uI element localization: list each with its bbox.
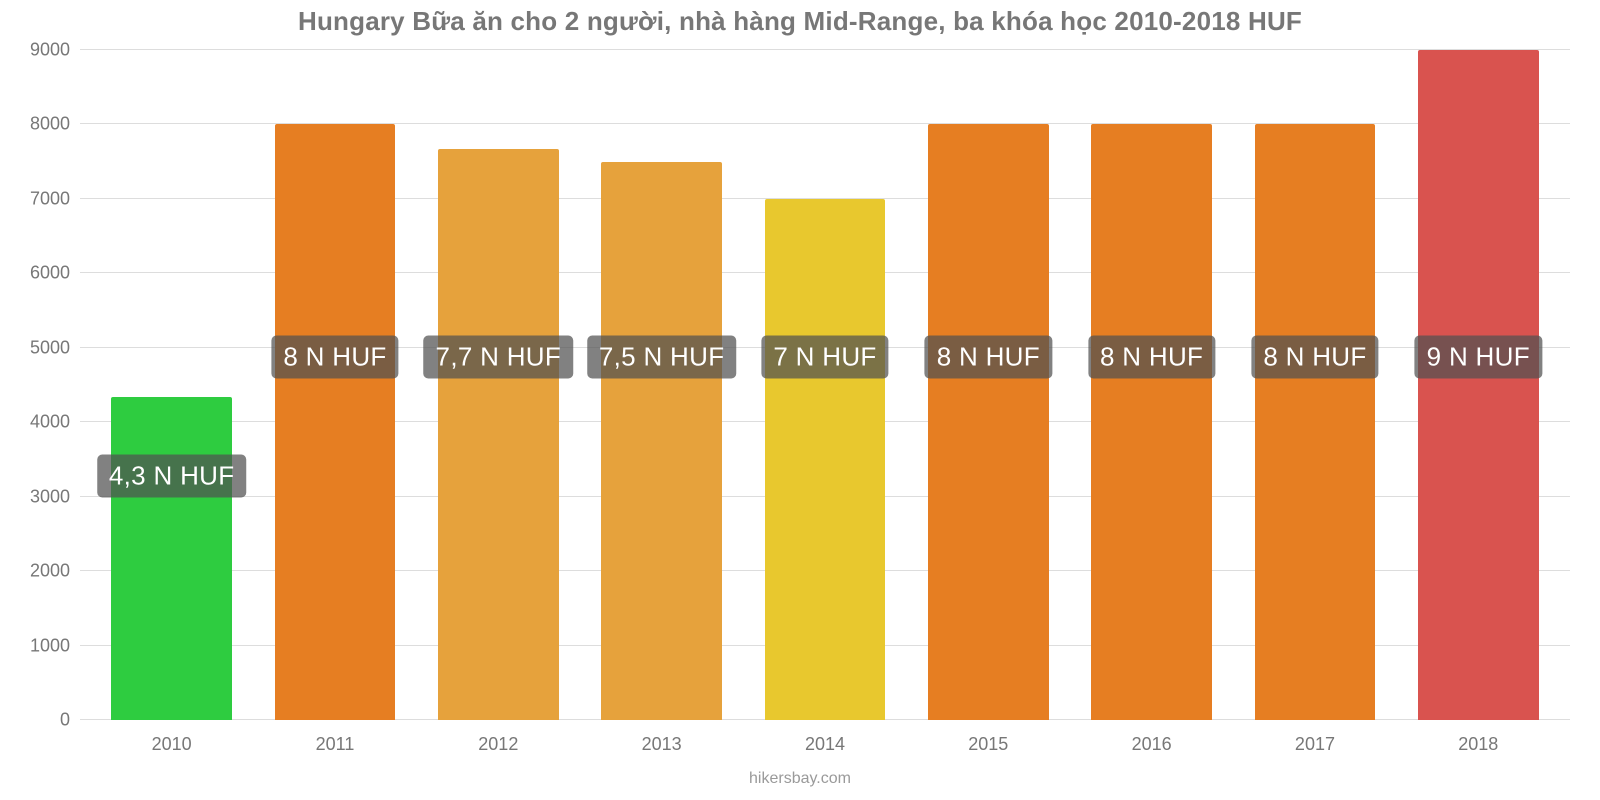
x-tick-label: 2013 [642, 720, 682, 755]
x-tick-label: 2015 [968, 720, 1008, 755]
bar [438, 149, 559, 720]
y-tick-label: 7000 [30, 188, 80, 209]
bar [765, 199, 886, 720]
y-tick-label: 2000 [30, 561, 80, 582]
x-tick-label: 2014 [805, 720, 845, 755]
bar-value-label: 7,7 N HUF [424, 335, 574, 378]
bar-slot: 8 N HUF2017 [1233, 50, 1396, 720]
bar-value-label: 8 N HUF [925, 335, 1052, 378]
x-tick-label: 2018 [1458, 720, 1498, 755]
bar [1418, 50, 1539, 720]
bar-value-label: 4,3 N HUF [97, 455, 247, 498]
bar [1091, 124, 1212, 720]
credit-text: hikersbay.com [749, 770, 851, 788]
y-tick-label: 9000 [30, 40, 80, 61]
x-tick-label: 2016 [1132, 720, 1172, 755]
x-tick-label: 2010 [152, 720, 192, 755]
bar-value-label: 8 N HUF [1251, 335, 1378, 378]
chart-title: Hungary Bữa ăn cho 2 người, nhà hàng Mid… [0, 0, 1600, 37]
bar-value-label: 9 N HUF [1415, 335, 1542, 378]
bar-value-label: 7,5 N HUF [587, 335, 737, 378]
y-tick-label: 4000 [30, 412, 80, 433]
x-tick-label: 2011 [316, 720, 355, 755]
bar [928, 124, 1049, 720]
bar-slot: 7,5 N HUF2013 [580, 50, 743, 720]
y-tick-label: 1000 [30, 635, 80, 656]
chart-container: Hungary Bữa ăn cho 2 người, nhà hàng Mid… [0, 0, 1600, 800]
bar-slot: 9 N HUF2018 [1397, 50, 1560, 720]
bar-slot: 8 N HUF2015 [907, 50, 1070, 720]
bar-slot: 4,3 N HUF2010 [90, 50, 253, 720]
y-tick-label: 0 [60, 710, 80, 731]
plot-area: 01000200030004000500060007000800090004,3… [80, 50, 1570, 720]
y-tick-label: 8000 [30, 114, 80, 135]
bar-slot: 7,7 N HUF2012 [417, 50, 580, 720]
bar-slot: 8 N HUF2016 [1070, 50, 1233, 720]
y-tick-label: 5000 [30, 337, 80, 358]
bar [111, 397, 232, 720]
x-tick-label: 2012 [478, 720, 518, 755]
bar-value-label: 8 N HUF [1088, 335, 1215, 378]
bar-slot: 7 N HUF2014 [743, 50, 906, 720]
bar [601, 162, 722, 720]
y-tick-label: 6000 [30, 263, 80, 284]
bars-group: 4,3 N HUF20108 N HUF20117,7 N HUF20127,5… [80, 50, 1570, 720]
bar-value-label: 7 N HUF [761, 335, 888, 378]
y-tick-label: 3000 [30, 486, 80, 507]
bar-slot: 8 N HUF2011 [253, 50, 416, 720]
bar [275, 124, 396, 720]
bar [1255, 124, 1376, 720]
bar-value-label: 8 N HUF [271, 335, 398, 378]
x-tick-label: 2017 [1295, 720, 1335, 755]
